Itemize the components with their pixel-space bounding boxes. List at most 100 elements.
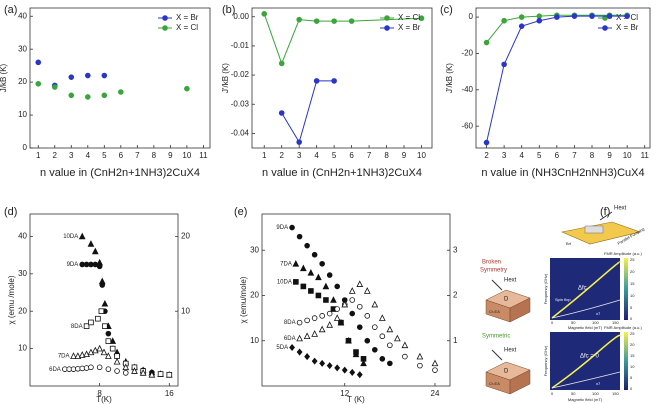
x-tick-label: 8	[97, 389, 102, 398]
point	[518, 14, 525, 20]
colorbar-tick: 25	[630, 257, 635, 262]
point	[483, 139, 490, 146]
point	[96, 364, 103, 371]
y-tick-label: 10	[250, 336, 259, 345]
point	[114, 353, 120, 359]
point	[371, 324, 378, 330]
point	[326, 272, 333, 278]
rf-label: Brf	[566, 241, 572, 246]
colorbar-label: FMR Amplitude (a.u.)	[604, 325, 642, 330]
plot-frame	[475, 7, 651, 149]
panel-label: (d)	[4, 206, 17, 218]
point	[296, 233, 303, 240]
point	[296, 16, 302, 23]
annotation: Spin flop	[555, 297, 571, 302]
point	[341, 366, 348, 374]
point	[311, 330, 318, 337]
legend-marker	[602, 25, 608, 31]
point	[296, 319, 303, 326]
point	[318, 325, 326, 333]
plot-frame	[261, 213, 451, 387]
y-tick-label: 20	[18, 77, 27, 86]
y-tick-label: 0	[469, 12, 474, 21]
y-tick-label: 0	[23, 143, 28, 152]
y-tick-label: 30	[18, 44, 27, 53]
x-tick-label: 16	[165, 389, 174, 398]
point	[348, 18, 355, 24]
point	[303, 332, 311, 340]
x-axis-label: T (K)	[347, 395, 365, 404]
upper-title: Symmetry	[480, 268, 507, 274]
point	[166, 371, 173, 378]
resonance-branch	[551, 371, 621, 389]
x-tick-label: 2	[53, 151, 58, 160]
series-label: 6DA	[284, 336, 296, 342]
series-label: 7DA	[280, 261, 292, 267]
x-tick-label: 4	[314, 151, 319, 160]
point	[364, 337, 371, 344]
y-tick-label: 30	[250, 245, 259, 254]
point	[311, 315, 318, 321]
point	[95, 315, 101, 322]
point	[300, 283, 307, 290]
x-tick-label: 2	[279, 151, 284, 160]
y-tick-label: -40	[461, 85, 473, 94]
point	[101, 92, 108, 99]
point	[261, 11, 268, 17]
colorbar-tick: 0	[630, 316, 633, 321]
point	[313, 18, 320, 24]
point	[356, 371, 363, 379]
point	[87, 240, 95, 247]
point	[70, 352, 77, 359]
annotation: x7	[596, 311, 601, 316]
point	[501, 17, 507, 24]
y-axis-label: J'/kB (K)	[221, 63, 230, 93]
x-label: Magnetic field (mT)	[568, 325, 603, 330]
point	[345, 337, 352, 344]
x-tick-label: 6	[119, 151, 124, 160]
point	[394, 334, 401, 342]
legend-label: X = Br	[616, 23, 639, 32]
point	[554, 14, 560, 20]
y-axis-label: χ (emu /mole)	[7, 275, 16, 324]
point	[536, 13, 543, 19]
point	[118, 89, 124, 95]
point	[78, 351, 86, 358]
panel-label: (e)	[234, 206, 247, 218]
x-tick-label: 1	[262, 151, 267, 160]
colorbar-tick: 10	[630, 293, 635, 298]
plot-frame	[29, 213, 179, 387]
colorbar-tick: 20	[630, 342, 635, 347]
point	[278, 110, 285, 116]
x-tick-label: 7	[135, 151, 140, 160]
point	[296, 334, 303, 342]
x-tick-label: 6	[349, 151, 354, 160]
x-tick-label: 2	[484, 151, 489, 160]
x-tick-label: 8	[384, 151, 389, 160]
x-tick-label: 50	[571, 391, 576, 396]
x-tick-label: 10	[182, 151, 191, 160]
colorbar-tick: 5	[630, 375, 633, 380]
x-tick-label: 8	[152, 151, 157, 160]
point	[401, 341, 409, 349]
series-line	[486, 15, 628, 143]
point	[296, 348, 303, 356]
x-tick-label: 11	[199, 151, 208, 160]
point	[101, 299, 109, 307]
x-tick-label: 10	[623, 151, 632, 160]
point	[105, 352, 112, 359]
colorbar-label: FMR Amplitude (a.u.)	[604, 251, 642, 256]
x-tick-label: 3	[69, 151, 74, 160]
point	[311, 251, 318, 258]
y-tick-label: 0.00	[233, 12, 249, 21]
point	[356, 280, 364, 287]
x-tick-label: 11	[641, 151, 650, 160]
colorbar	[624, 258, 628, 320]
point	[349, 297, 356, 303]
point	[289, 343, 295, 352]
y-label: Frequency (GHz)	[543, 345, 548, 376]
y-tick-label: 20	[250, 291, 259, 300]
colorbar-tick: 15	[630, 281, 635, 286]
point	[98, 308, 105, 315]
series-label: 10DA	[63, 234, 78, 240]
